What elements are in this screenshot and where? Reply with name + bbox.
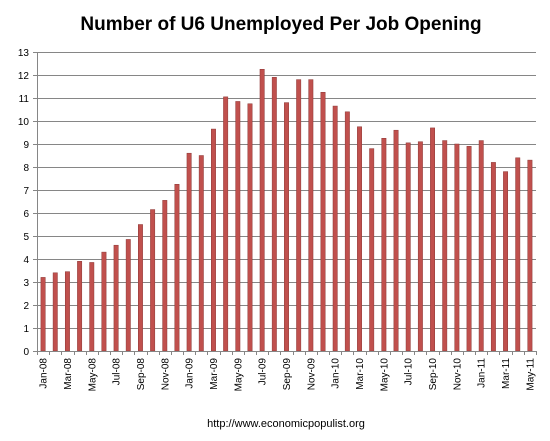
bar <box>150 209 156 352</box>
bar <box>162 200 168 352</box>
bar <box>89 262 95 352</box>
y-tick-label: 3 <box>23 278 29 289</box>
bar <box>308 79 314 352</box>
x-tick-label: May-10 <box>379 358 390 392</box>
bar <box>211 128 216 352</box>
y-tick-label: 11 <box>19 94 30 105</box>
source-url: http://www.economicpopulist.org <box>207 418 365 430</box>
bar <box>357 126 362 352</box>
bar <box>454 143 460 352</box>
x-tick-label: May-09 <box>233 358 244 392</box>
x-tick-label: Jul-10 <box>404 358 415 386</box>
bar <box>430 127 435 352</box>
bar <box>223 96 229 352</box>
x-axis-ticks: Jan-08 Mar-08 May-08 Jul-08 Sep-08 Nov-08 Jan-… <box>39 358 537 392</box>
y-tick-label: 1 <box>23 324 29 335</box>
bar <box>515 157 521 352</box>
y-tick-label: 8 <box>23 163 29 174</box>
y-tick-label: 5 <box>23 232 29 243</box>
bar <box>101 251 107 352</box>
bar <box>393 129 399 352</box>
y-tick-label: 0 <box>23 347 29 358</box>
bar <box>174 184 180 352</box>
chart-title: Number of U6 Unemployed Per Job Opening <box>80 14 481 35</box>
x-tick-label: Jan-09 <box>185 358 196 389</box>
bar <box>296 79 302 352</box>
bar <box>381 138 387 352</box>
y-tick-label: 13 <box>18 48 30 59</box>
x-tick-label: Nov-09 <box>306 358 317 391</box>
bar <box>186 152 192 352</box>
x-tick-label: Nov-08 <box>160 358 171 391</box>
x-tick-label: Jul-08 <box>112 358 123 386</box>
y-tick-label: 10 <box>18 117 30 128</box>
bar <box>320 92 326 352</box>
bar <box>442 140 448 352</box>
y-tick-label: 9 <box>23 140 29 151</box>
y-tick-label: 4 <box>23 255 29 266</box>
x-tick-label: Mar-08 <box>63 358 74 390</box>
bar <box>417 141 423 352</box>
x-tick-label: Sep-10 <box>428 358 439 391</box>
y-tick-label: 2 <box>23 301 29 312</box>
bar <box>271 77 277 352</box>
axes <box>33 52 537 355</box>
x-tick-label: Jul-09 <box>258 358 269 386</box>
x-tick-label: Nov-10 <box>452 358 463 391</box>
bar <box>332 105 338 352</box>
bar <box>77 261 83 352</box>
y-tick-label: 7 <box>23 186 29 197</box>
x-tick-label: Mar-11 <box>501 358 512 389</box>
bar <box>527 159 533 352</box>
bar <box>490 162 496 352</box>
x-tick-label: Jan-08 <box>39 358 50 389</box>
bar <box>235 101 241 352</box>
x-tick-label: Sep-08 <box>136 358 147 391</box>
x-tick-label: Mar-09 <box>209 358 220 390</box>
bar <box>52 272 58 352</box>
bar <box>405 142 411 352</box>
x-tick-label: Sep-09 <box>282 358 293 391</box>
x-tick-label: Jan-11 <box>477 358 488 388</box>
x-tick-label: May-08 <box>87 358 98 392</box>
bar <box>198 155 204 352</box>
bar <box>125 239 131 352</box>
bar <box>284 102 289 352</box>
bar <box>64 271 70 352</box>
bar-series <box>40 69 533 352</box>
bar <box>478 140 484 352</box>
bar <box>40 277 46 352</box>
bar <box>466 146 472 352</box>
x-tick-label: Jan-10 <box>331 358 342 389</box>
bar <box>503 171 509 352</box>
bar <box>113 244 119 352</box>
x-tick-label: Mar-10 <box>355 358 366 390</box>
bar <box>259 69 265 352</box>
y-tick-label: 12 <box>18 71 30 82</box>
bar <box>247 103 253 352</box>
bar <box>138 224 143 352</box>
bar <box>344 111 350 352</box>
x-tick-label: May-11 <box>525 358 536 391</box>
y-tick-label: 6 <box>23 209 29 220</box>
bar <box>369 148 375 352</box>
